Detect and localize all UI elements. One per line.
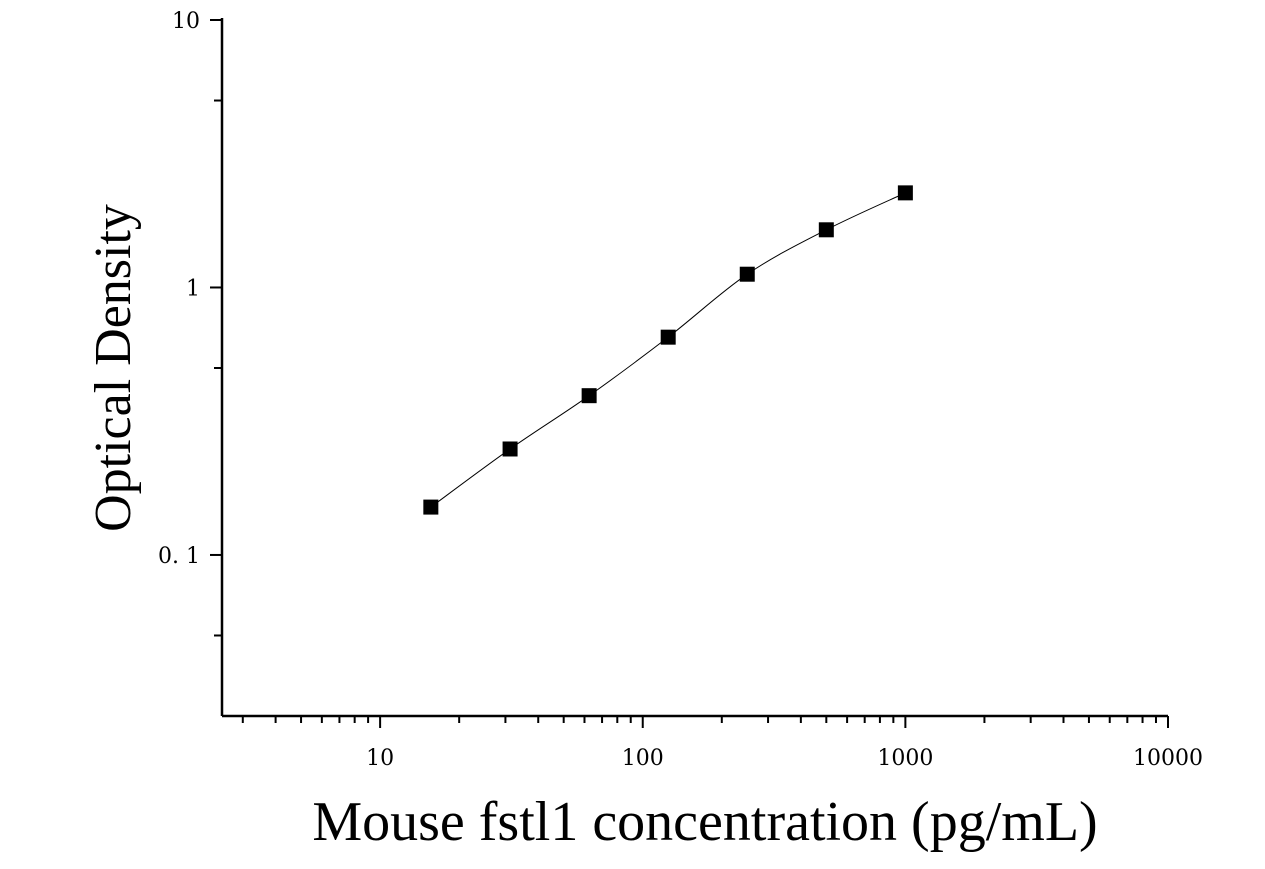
data-point-marker (660, 329, 676, 345)
data-point-marker (502, 441, 518, 457)
x-tick-label: 100 (622, 746, 664, 771)
y-tick-label: 10 (172, 9, 200, 34)
data-point-marker (423, 499, 439, 515)
data-point-marker (739, 266, 755, 282)
y-axis-title: Optical Density (85, 204, 142, 532)
data-point-marker (581, 388, 597, 404)
x-tick-label: 10 (366, 746, 394, 771)
x-tick-label: 1000 (877, 746, 933, 771)
axes: 10 100 1000 10000 0. 1 1 10 (158, 9, 1203, 771)
y-tick-label: 1 (186, 276, 200, 301)
data-point-marker (897, 185, 913, 201)
y-ticks: 0. 1 1 10 (158, 9, 222, 637)
x-ticks: 10 100 1000 10000 (241, 716, 1203, 771)
y-tick-label: 0. 1 (158, 544, 200, 569)
x-axis-title: Mouse fstl1 concentration (pg/mL) (312, 791, 1097, 853)
data-point-marker (818, 222, 834, 238)
fit-curve-line (430, 192, 906, 508)
x-tick-label: 10000 (1133, 746, 1203, 771)
data-markers (423, 185, 913, 515)
